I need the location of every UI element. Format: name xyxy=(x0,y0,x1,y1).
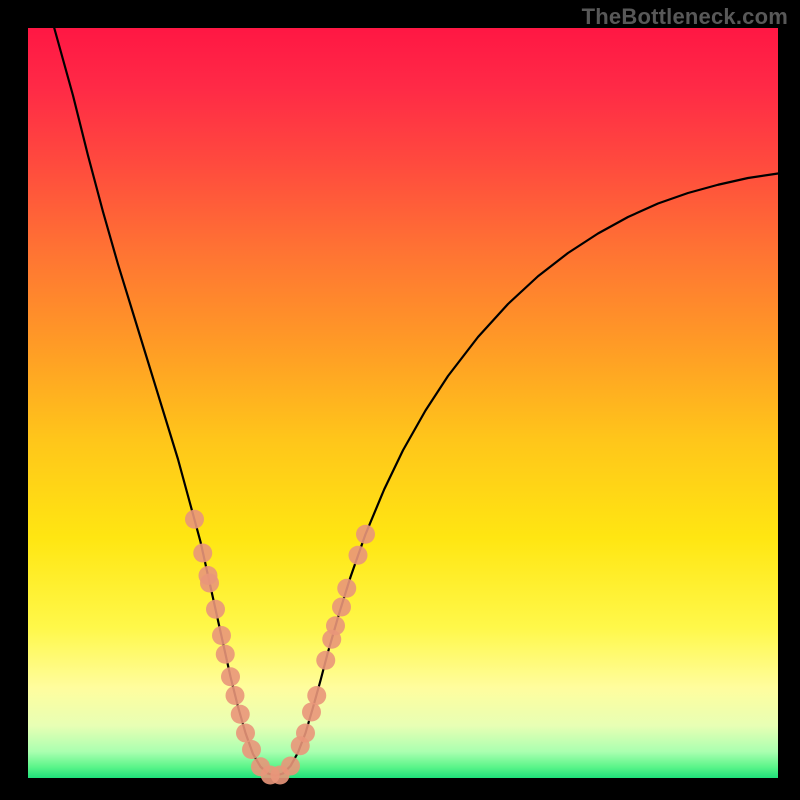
watermark-text: TheBottleneck.com xyxy=(582,4,788,30)
bottleneck-chart xyxy=(0,0,800,800)
